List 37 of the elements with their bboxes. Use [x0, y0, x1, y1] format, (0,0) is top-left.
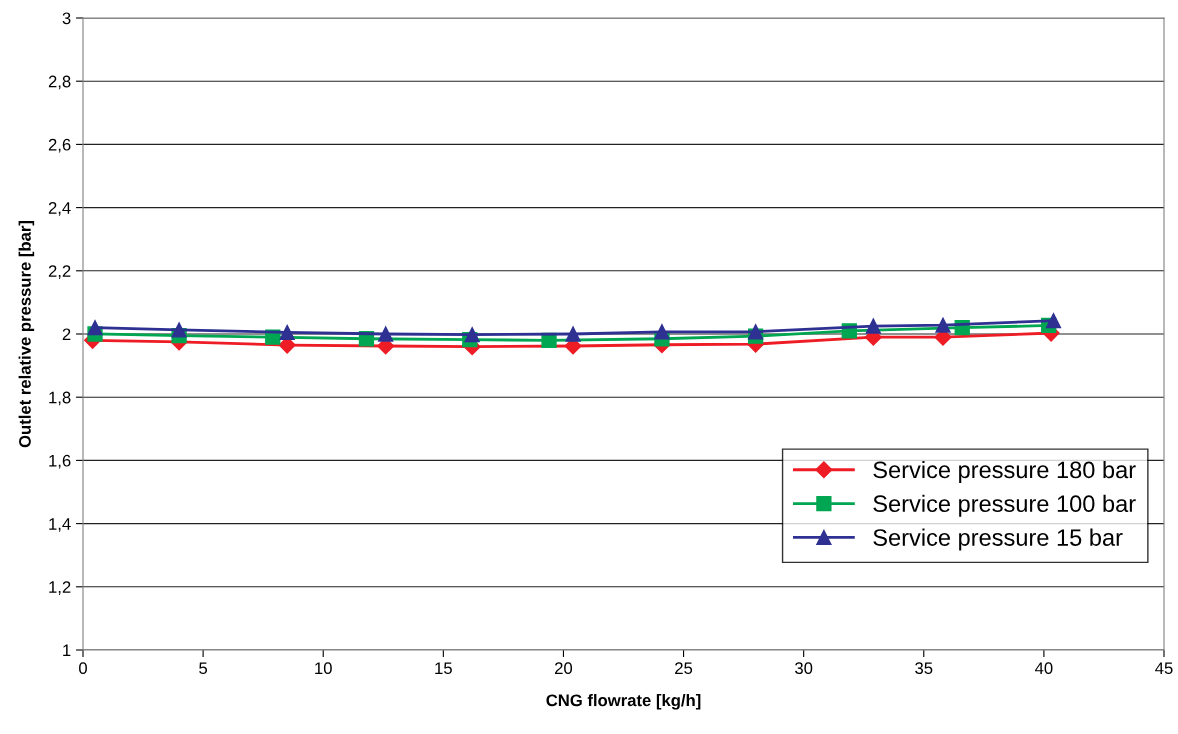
x-tick-label: 5	[199, 662, 208, 675]
y-tick-label: 1	[63, 644, 71, 657]
x-tick-label: 10	[315, 662, 332, 675]
y-tick-label: 1,8	[49, 391, 71, 406]
point	[279, 324, 295, 341]
point	[865, 318, 881, 334]
legend-label: Service pressure 15 bar	[873, 528, 1123, 551]
point	[747, 324, 764, 340]
x-tick-label: 0	[79, 662, 87, 675]
point	[935, 317, 951, 333]
x-tick-label: 40	[1035, 662, 1053, 675]
y-tick-label: 1,6	[49, 454, 71, 469]
x-tick-label: 30	[795, 662, 813, 675]
y-axis-title: Outlet relative pressure [bar]	[18, 221, 35, 448]
point	[654, 324, 670, 340]
y-tick-label: 2,6	[48, 138, 71, 153]
point	[565, 326, 581, 342]
x-axis-title: CNG flowrate [kg/h]	[546, 694, 701, 710]
y-tick-label: 3	[62, 12, 71, 25]
legend-label: Service pressure 180 bar	[873, 460, 1136, 483]
point	[171, 322, 187, 338]
x-tick-label: 20	[555, 662, 573, 675]
legend-label: Service pressure 100 bar	[873, 494, 1136, 517]
x-tick-label: 15	[435, 662, 452, 675]
y-tick-label: 2,4	[48, 202, 71, 216]
point	[378, 326, 394, 342]
y-tick-label: 2	[62, 328, 71, 341]
point	[87, 320, 103, 336]
x-tick-label: 35	[915, 662, 933, 675]
y-tick-label: 2,2	[48, 265, 71, 279]
y-tick-label: 1,4	[49, 518, 71, 532]
x-tick-label: 25	[675, 662, 693, 675]
point	[464, 326, 480, 343]
y-tick-label: 1,2	[49, 581, 71, 595]
y-tick-label: 2,8	[48, 75, 71, 90]
point	[1045, 313, 1062, 329]
x-tick-label: 45	[1155, 662, 1173, 675]
